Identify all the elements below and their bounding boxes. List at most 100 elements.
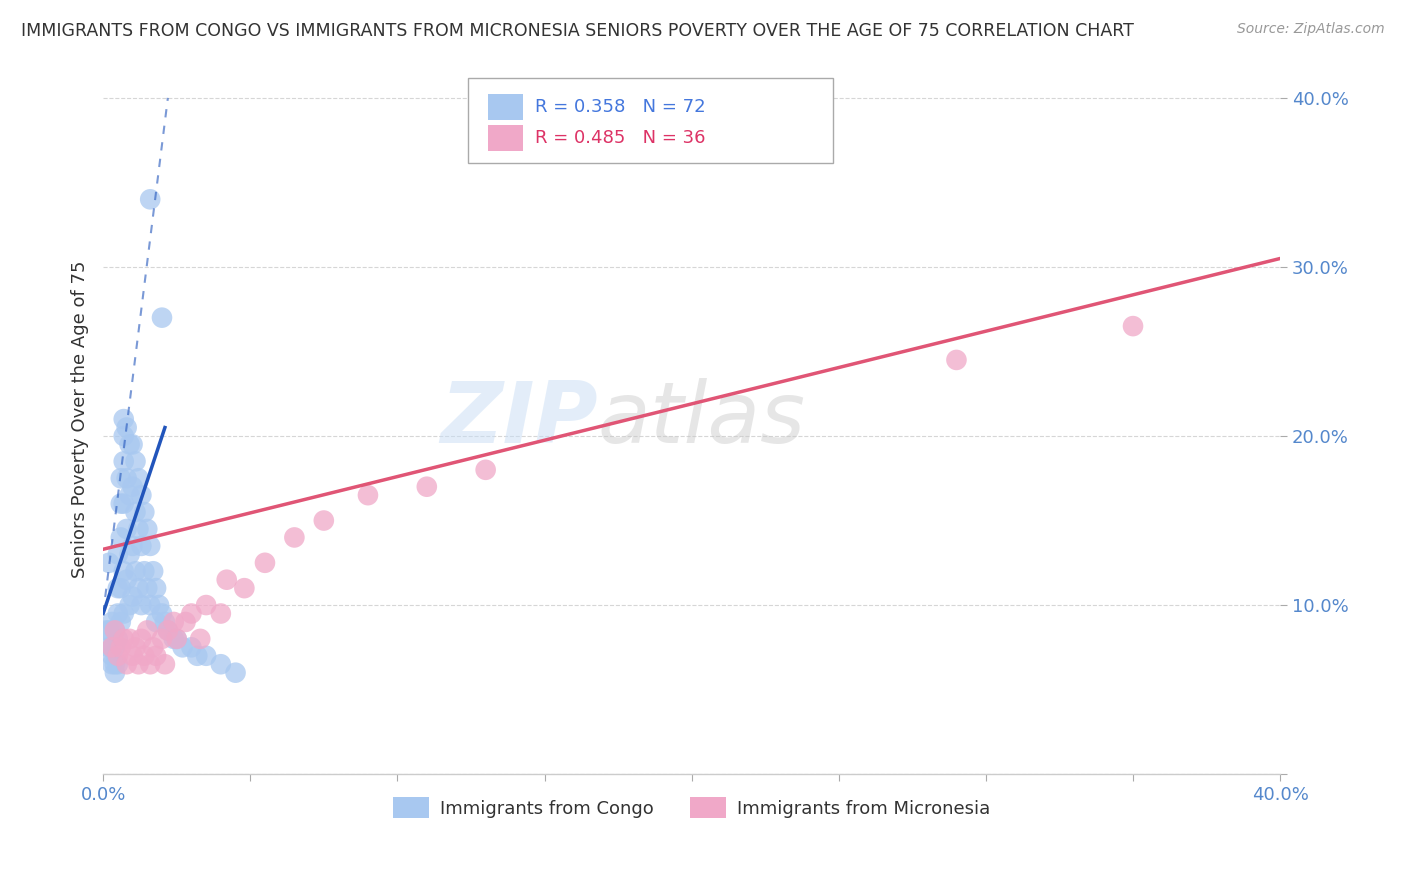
Point	[945, 352, 967, 367]
Point	[136, 581, 159, 595]
Point	[134, 505, 156, 519]
Point	[215, 573, 238, 587]
Legend: Immigrants from Congo, Immigrants from Micronesia: Immigrants from Congo, Immigrants from M…	[385, 790, 997, 825]
Point	[127, 581, 149, 595]
Point	[124, 640, 146, 655]
Point	[107, 657, 129, 672]
Point	[145, 581, 167, 595]
Point	[110, 471, 132, 485]
Text: Source: ZipAtlas.com: Source: ZipAtlas.com	[1237, 22, 1385, 37]
Point	[107, 547, 129, 561]
Point	[115, 657, 138, 672]
Point	[139, 657, 162, 672]
Point	[112, 607, 135, 621]
Point	[110, 497, 132, 511]
Point	[142, 640, 165, 655]
Point	[153, 615, 176, 629]
Point	[104, 624, 127, 638]
Point	[139, 192, 162, 206]
Point	[98, 556, 121, 570]
Point	[115, 471, 138, 485]
Point	[142, 564, 165, 578]
Point	[139, 598, 162, 612]
Point	[139, 539, 162, 553]
Point	[253, 556, 276, 570]
Text: R = 0.485   N = 36: R = 0.485 N = 36	[536, 129, 706, 147]
Point	[98, 624, 121, 638]
Point	[209, 607, 232, 621]
Point	[104, 665, 127, 680]
Point	[115, 573, 138, 587]
Point	[104, 657, 127, 672]
Point	[104, 640, 127, 655]
Point	[118, 598, 141, 612]
Point	[416, 480, 439, 494]
Point	[156, 624, 179, 638]
Point	[145, 615, 167, 629]
Bar	[488, 94, 523, 120]
Point	[127, 471, 149, 485]
Point	[121, 539, 143, 553]
Point	[110, 581, 132, 595]
Point	[121, 590, 143, 604]
Point	[166, 632, 188, 646]
Point	[107, 581, 129, 595]
Point	[112, 632, 135, 646]
Point	[101, 615, 124, 629]
Point	[112, 429, 135, 443]
Point	[195, 598, 218, 612]
Point	[283, 531, 305, 545]
Point	[134, 648, 156, 663]
Point	[136, 522, 159, 536]
Point	[101, 648, 124, 663]
Point	[195, 648, 218, 663]
Point	[112, 564, 135, 578]
Point	[98, 640, 121, 655]
Point	[474, 463, 496, 477]
Point	[110, 640, 132, 655]
Point	[145, 648, 167, 663]
Point	[150, 632, 173, 646]
Point	[136, 624, 159, 638]
Point	[110, 615, 132, 629]
Point	[121, 437, 143, 451]
Text: ZIP: ZIP	[440, 377, 598, 460]
Point	[118, 632, 141, 646]
Point	[131, 632, 153, 646]
Point	[112, 454, 135, 468]
Point	[107, 607, 129, 621]
Point	[107, 648, 129, 663]
Point	[174, 615, 197, 629]
Point	[312, 514, 335, 528]
Point	[124, 454, 146, 468]
Point	[180, 640, 202, 655]
Point	[163, 615, 186, 629]
Point	[124, 505, 146, 519]
Point	[225, 665, 247, 680]
Point	[357, 488, 380, 502]
Point	[180, 607, 202, 621]
Point	[186, 648, 208, 663]
Text: IMMIGRANTS FROM CONGO VS IMMIGRANTS FROM MICRONESIA SENIORS POVERTY OVER THE AGE: IMMIGRANTS FROM CONGO VS IMMIGRANTS FROM…	[21, 22, 1135, 40]
Y-axis label: Seniors Poverty Over the Age of 75: Seniors Poverty Over the Age of 75	[72, 260, 89, 578]
Point	[150, 310, 173, 325]
Point	[115, 522, 138, 536]
Point	[209, 657, 232, 672]
Text: atlas: atlas	[598, 377, 806, 460]
Bar	[488, 125, 523, 151]
Point	[107, 632, 129, 646]
Point	[101, 640, 124, 655]
Point	[121, 648, 143, 663]
Point	[1122, 319, 1144, 334]
Point	[118, 437, 141, 451]
Point	[163, 632, 186, 646]
Point	[153, 657, 176, 672]
Point	[172, 640, 194, 655]
Point	[233, 581, 256, 595]
Point	[94, 624, 117, 638]
Point	[121, 480, 143, 494]
Point	[150, 607, 173, 621]
FancyBboxPatch shape	[468, 78, 832, 163]
Point	[156, 624, 179, 638]
Point	[127, 657, 149, 672]
